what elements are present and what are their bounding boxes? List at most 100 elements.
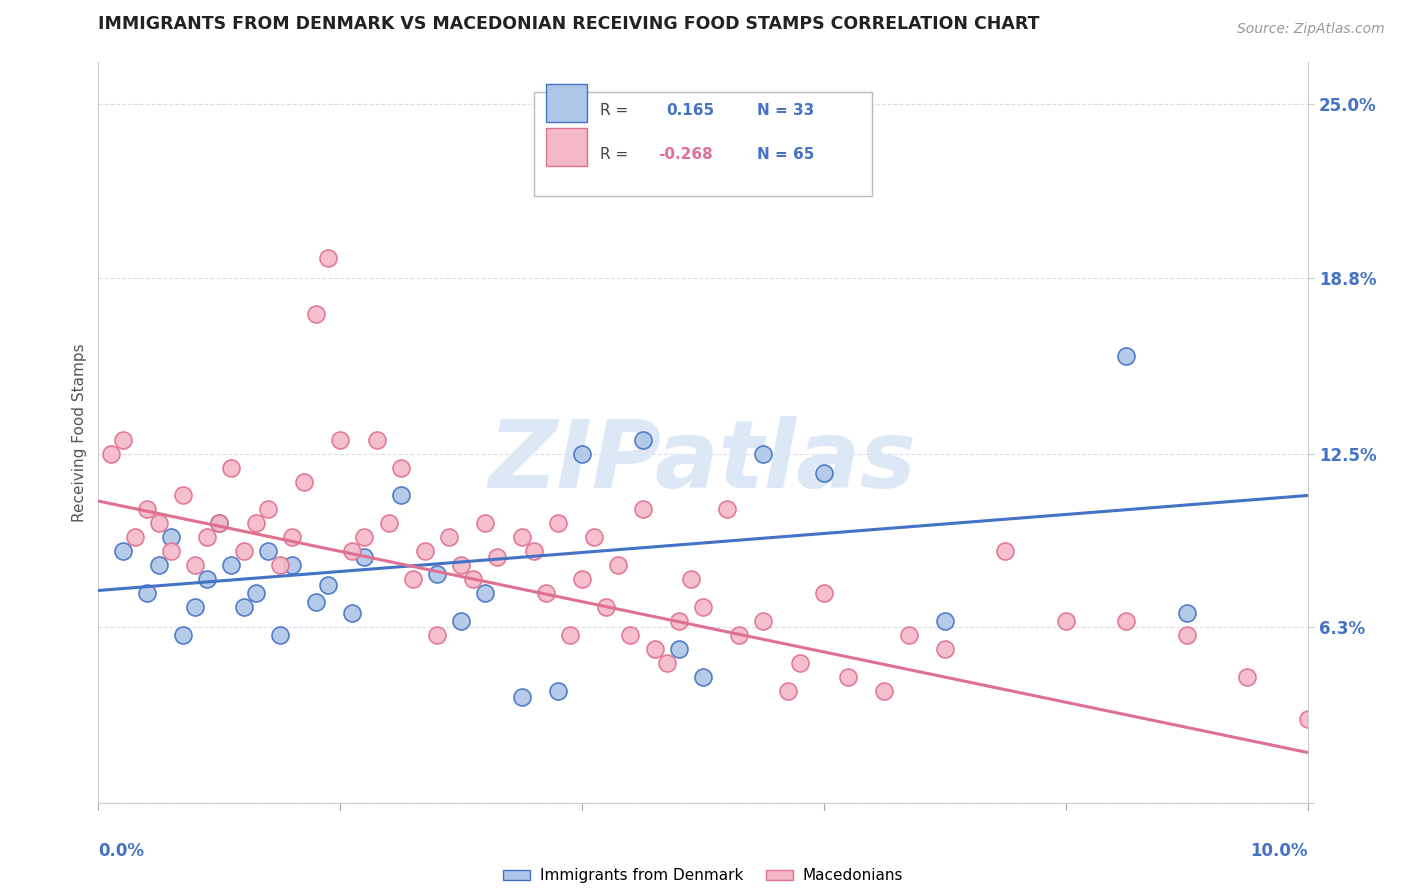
- Point: [450, 614, 472, 628]
- Point: [897, 628, 920, 642]
- Point: [558, 628, 581, 642]
- Point: [160, 544, 183, 558]
- Point: [607, 558, 630, 573]
- Point: [644, 642, 666, 657]
- Point: [184, 558, 207, 573]
- Point: [474, 516, 496, 531]
- Point: [450, 558, 472, 573]
- Text: N = 33: N = 33: [758, 103, 814, 118]
- Point: [342, 544, 364, 558]
- Point: [437, 530, 460, 544]
- Legend: Immigrants from Denmark, Macedonians: Immigrants from Denmark, Macedonians: [496, 863, 910, 889]
- Point: [1115, 349, 1137, 363]
- Point: [111, 433, 134, 447]
- Point: [100, 446, 122, 460]
- Text: -0.268: -0.268: [658, 147, 713, 162]
- Point: [934, 614, 956, 628]
- Point: [837, 670, 859, 684]
- Point: [316, 251, 339, 265]
- Point: [221, 558, 243, 573]
- Point: [413, 544, 436, 558]
- Point: [402, 572, 425, 586]
- Point: [994, 544, 1017, 558]
- Point: [281, 530, 304, 544]
- Point: [534, 586, 557, 600]
- Point: [245, 516, 267, 531]
- Point: [752, 446, 775, 460]
- Text: ZIPatlas: ZIPatlas: [489, 417, 917, 508]
- Text: 0.165: 0.165: [666, 103, 714, 118]
- Text: 0.0%: 0.0%: [98, 842, 145, 860]
- Point: [1296, 712, 1319, 726]
- Point: [208, 516, 231, 531]
- Point: [232, 544, 254, 558]
- Point: [631, 433, 654, 447]
- Point: [463, 572, 485, 586]
- Point: [510, 690, 533, 704]
- Point: [305, 594, 328, 608]
- Point: [184, 600, 207, 615]
- Point: [1054, 614, 1077, 628]
- Point: [148, 516, 170, 531]
- Point: [256, 544, 278, 558]
- Point: [547, 684, 569, 698]
- Point: [1236, 670, 1258, 684]
- Point: [342, 606, 364, 620]
- Point: [305, 307, 328, 321]
- Point: [269, 628, 291, 642]
- FancyBboxPatch shape: [546, 128, 586, 166]
- Point: [692, 670, 714, 684]
- Point: [789, 656, 811, 670]
- Point: [571, 572, 593, 586]
- Text: R =: R =: [600, 147, 628, 162]
- Point: [221, 460, 243, 475]
- Point: [316, 578, 339, 592]
- Point: [124, 530, 146, 544]
- Point: [1175, 606, 1198, 620]
- Y-axis label: Receiving Food Stamps: Receiving Food Stamps: [72, 343, 87, 522]
- Point: [583, 530, 606, 544]
- Point: [595, 600, 617, 615]
- Point: [716, 502, 738, 516]
- Point: [389, 460, 412, 475]
- Point: [873, 684, 896, 698]
- Point: [148, 558, 170, 573]
- Point: [1175, 628, 1198, 642]
- FancyBboxPatch shape: [546, 84, 586, 121]
- Point: [679, 572, 702, 586]
- Point: [692, 600, 714, 615]
- Point: [353, 549, 375, 564]
- Point: [135, 586, 157, 600]
- Point: [752, 614, 775, 628]
- Point: [486, 549, 509, 564]
- Point: [195, 530, 218, 544]
- Text: Source: ZipAtlas.com: Source: ZipAtlas.com: [1237, 22, 1385, 37]
- Point: [245, 586, 267, 600]
- Point: [389, 488, 412, 502]
- Text: 10.0%: 10.0%: [1250, 842, 1308, 860]
- FancyBboxPatch shape: [534, 92, 872, 195]
- Point: [510, 530, 533, 544]
- Point: [547, 516, 569, 531]
- Point: [160, 530, 183, 544]
- Point: [813, 466, 835, 480]
- Point: [135, 502, 157, 516]
- Point: [631, 502, 654, 516]
- Point: [668, 614, 690, 628]
- Point: [256, 502, 278, 516]
- Point: [776, 684, 799, 698]
- Point: [111, 544, 134, 558]
- Point: [172, 628, 194, 642]
- Point: [934, 642, 956, 657]
- Point: [329, 433, 352, 447]
- Point: [426, 566, 449, 581]
- Point: [281, 558, 304, 573]
- Point: [292, 475, 315, 489]
- Point: [523, 544, 546, 558]
- Point: [269, 558, 291, 573]
- Text: R =: R =: [600, 103, 628, 118]
- Point: [474, 586, 496, 600]
- Point: [366, 433, 388, 447]
- Point: [232, 600, 254, 615]
- Point: [668, 642, 690, 657]
